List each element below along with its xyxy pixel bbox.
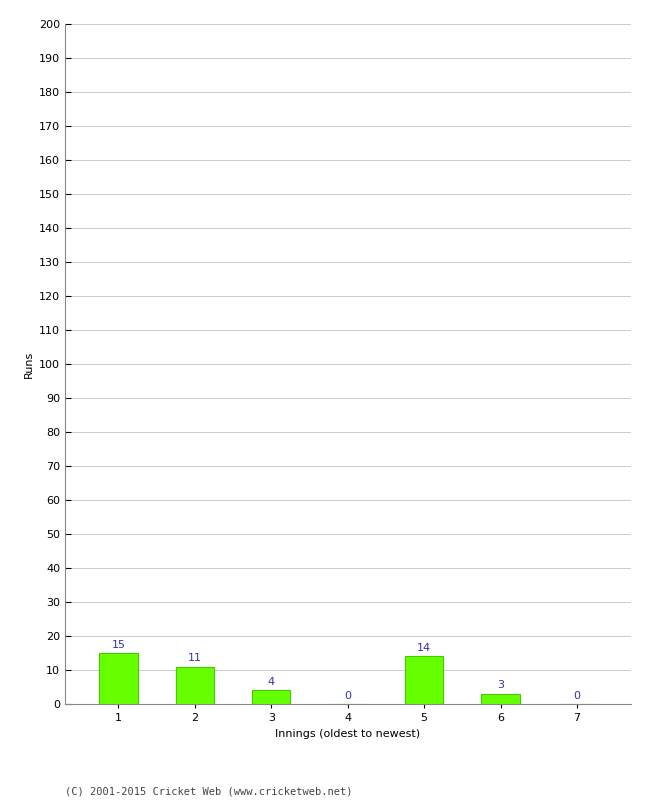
Bar [176, 666, 214, 704]
Text: 0: 0 [344, 690, 351, 701]
Bar [252, 690, 291, 704]
X-axis label: Innings (oldest to newest): Innings (oldest to newest) [275, 729, 421, 738]
Bar [482, 694, 520, 704]
Text: 11: 11 [188, 653, 202, 663]
Bar [99, 653, 138, 704]
Text: 3: 3 [497, 680, 504, 690]
Text: (C) 2001-2015 Cricket Web (www.cricketweb.net): (C) 2001-2015 Cricket Web (www.cricketwe… [65, 786, 352, 796]
Bar [405, 656, 443, 704]
Text: 15: 15 [112, 640, 125, 650]
Y-axis label: Runs: Runs [23, 350, 33, 378]
Text: 14: 14 [417, 643, 431, 653]
Text: 0: 0 [573, 690, 580, 701]
Text: 4: 4 [268, 677, 275, 687]
